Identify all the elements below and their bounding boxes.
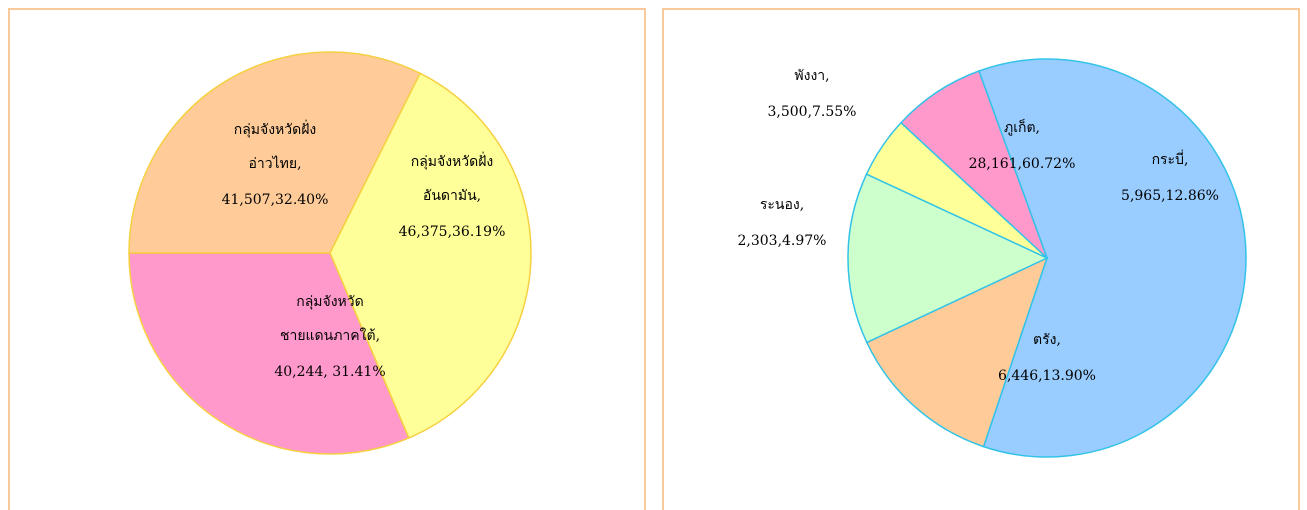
slice-label: ภูเก็ต,: [1004, 118, 1040, 136]
value-label: 2,303,4.97%: [737, 233, 826, 249]
value-label: 40,244, 31.41%: [274, 364, 385, 380]
value-label: 3,500,7.55%: [767, 104, 856, 120]
value-label: 28,161,60.72%: [969, 156, 1076, 172]
slice-label: กลุ่มจังหวัดฝั่ง: [234, 120, 317, 138]
pie-slice: [128, 252, 410, 455]
slice-label: ตรัง,: [1033, 332, 1061, 348]
pie-slice: [977, 58, 1247, 458]
value-label: 41,507,32.40%: [222, 192, 329, 208]
slice-label: อ่าวไทย,: [248, 155, 301, 172]
value-label: 46,375,36.19%: [399, 224, 506, 240]
pie-slice: [847, 173, 1049, 344]
slice-label: กลุ่มจังหวัดฝั่ง: [411, 152, 494, 170]
pie-slice: [128, 51, 422, 254]
slice-label: พังงา,: [794, 68, 829, 84]
pie-slice: [329, 72, 532, 439]
slice-label: ชายแดนภาคใต้,: [280, 327, 380, 344]
slice-label: ระนอง,: [760, 197, 804, 213]
slice-label: อันดามัน,: [423, 188, 481, 204]
slice-label: กลุ่มจังหวัด: [296, 294, 364, 310]
value-label: 6,446,13.90%: [998, 368, 1096, 384]
pie-slice: [865, 256, 1049, 448]
slice-label: กระบี่,: [1152, 150, 1189, 168]
value-label: 5,965,12.86%: [1121, 188, 1219, 204]
pie-slice: [899, 70, 1048, 259]
